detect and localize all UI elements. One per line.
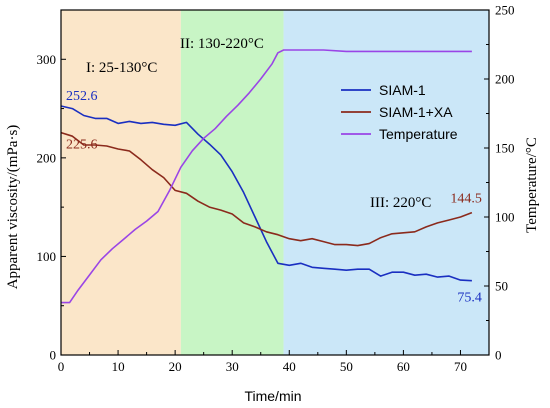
y2-tick-label: 0: [495, 348, 502, 363]
region-label: II: 130-220°C: [180, 36, 264, 52]
lines-layer: [60, 49, 473, 304]
axes-layer: 0 10 20 30 40 50 60 70 0 100 200 300 0 50 100 150 200 250: [37, 3, 515, 375]
data-label: 75.4: [457, 291, 482, 306]
regions-layer: I: 25-130°C II: 130-220°C III: 220°C: [61, 10, 489, 355]
series-line-2: [61, 49, 472, 304]
x-tick-label: 10: [112, 359, 125, 374]
region-band: [283, 10, 489, 355]
data-label: 225.6: [66, 138, 98, 153]
x-tick-label: 40: [283, 359, 296, 374]
y2-tick-label: 150: [495, 141, 515, 156]
y2-tick-label: 250: [495, 3, 515, 18]
legend-label: SIAM-1: [379, 82, 426, 98]
labels-layer: 252.6 225.6 75.4 144.5: [66, 89, 482, 306]
data-label: 252.6: [66, 89, 98, 104]
x-tick-label: 60: [397, 359, 410, 374]
series-line-1: [60, 131, 473, 247]
y-tick-label: 200: [37, 150, 57, 165]
region-band: [61, 10, 181, 355]
x-tick-label: 0: [58, 359, 65, 374]
y-axis-title: Apparent viscosity/(mPa·s): [5, 125, 21, 290]
y-tick-label: 300: [37, 52, 57, 67]
series-line-0: [60, 105, 472, 282]
region-label: I: 25-130°C: [86, 60, 157, 76]
y-tick-label: 100: [37, 249, 57, 264]
y2-tick-label: 50: [495, 279, 508, 294]
y2-tick-label: 200: [495, 72, 515, 87]
region-band: [180, 10, 284, 355]
y2-tick-label: 100: [495, 210, 515, 225]
y2-axis-title: Temperature/°C: [524, 137, 540, 233]
legend-label: SIAM-1+XA: [379, 104, 453, 120]
x-axis-title: Time/min: [244, 388, 301, 404]
data-label: 144.5: [450, 192, 482, 207]
x-tick-label: 70: [454, 359, 467, 374]
x-tick-label: 20: [169, 359, 182, 374]
x-tick-label: 50: [340, 359, 353, 374]
region-label: III: 220°C: [370, 195, 431, 211]
legend-label: Temperature: [379, 126, 458, 142]
legend: SIAM-1 SIAM-1+XA Temperature: [341, 82, 458, 142]
x-tick-label: 30: [226, 359, 239, 374]
y-tick-label: 0: [50, 348, 57, 363]
